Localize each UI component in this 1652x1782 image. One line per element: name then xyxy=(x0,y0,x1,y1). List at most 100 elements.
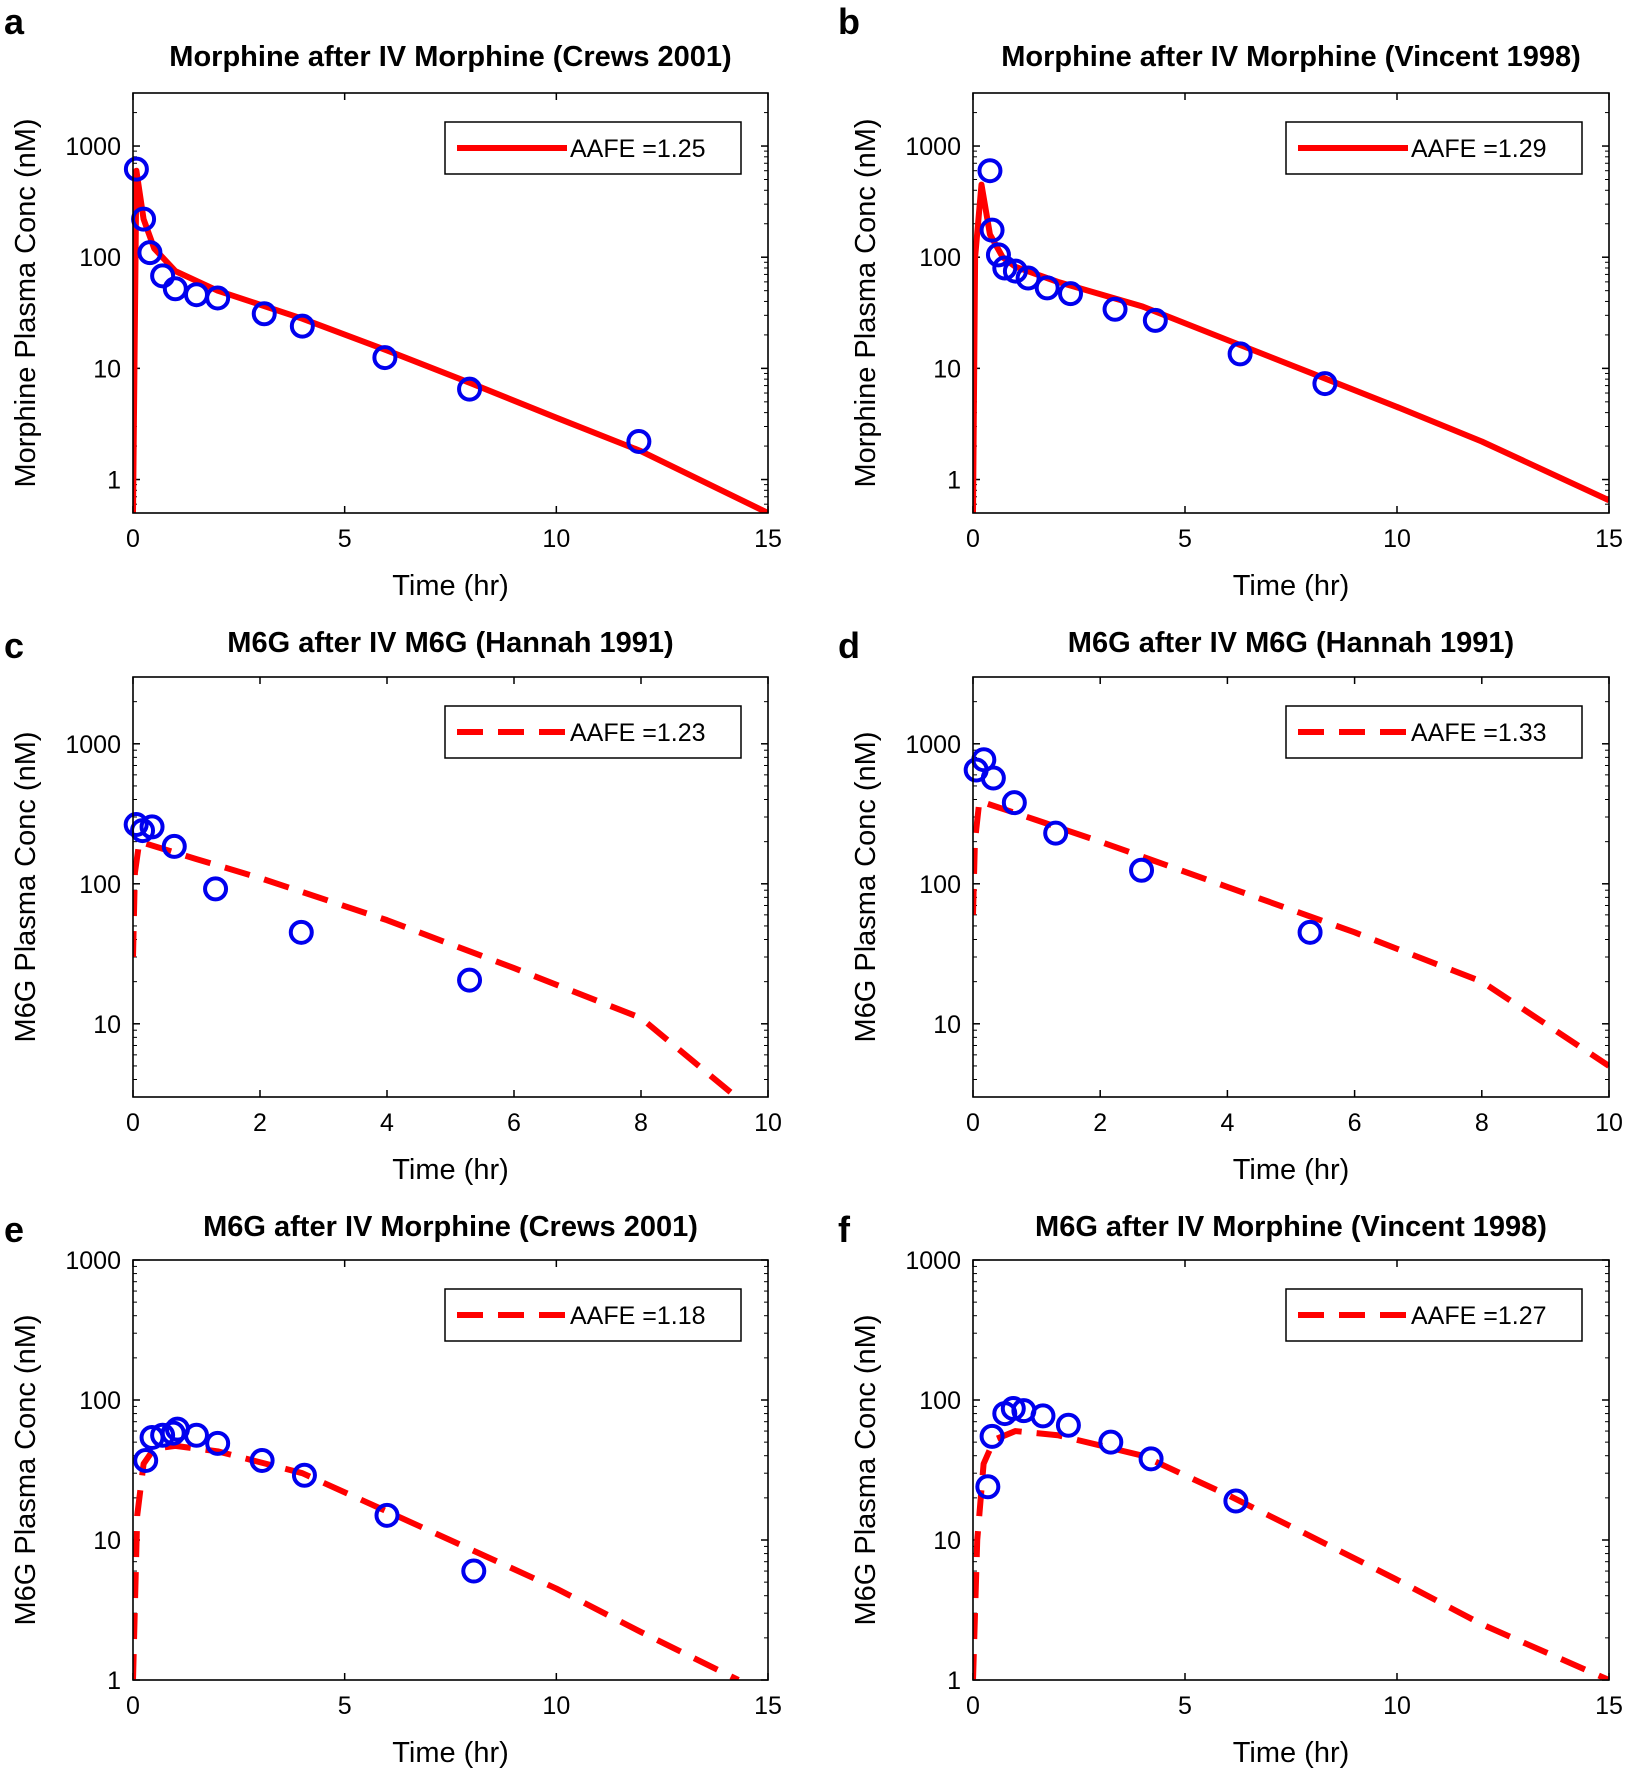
legend-label: AAFE =1.18 xyxy=(570,1302,706,1330)
chart-title: M6G after IV M6G (Hannah 1991) xyxy=(1068,627,1514,659)
observed-point xyxy=(992,255,1018,281)
x-tick-label: 10 xyxy=(1383,1692,1411,1720)
model-line xyxy=(133,838,739,1097)
plot-frame xyxy=(972,676,1610,1098)
model-line xyxy=(973,1428,1609,1680)
x-tick-label: 10 xyxy=(1595,1109,1623,1137)
observed-point xyxy=(1034,275,1060,301)
legend: AAFE =1.29 xyxy=(1285,121,1583,175)
x-tick-label: 0 xyxy=(126,525,140,553)
x-tick-label: 4 xyxy=(1220,1109,1234,1137)
y-tick-label: 1 xyxy=(107,1667,121,1695)
x-tick-label: 15 xyxy=(754,1692,782,1720)
plot-frame xyxy=(132,92,769,514)
x-tick-label: 0 xyxy=(966,525,980,553)
plot-frame xyxy=(132,676,769,1098)
observed-point xyxy=(975,1474,1001,1500)
x-tick-label: 5 xyxy=(338,1692,352,1720)
model-line xyxy=(133,167,768,513)
y-tick-label: 1 xyxy=(107,467,121,495)
y-axis-label: M6G Plasma Conc (nM) xyxy=(850,1314,882,1625)
observed-point xyxy=(150,263,176,289)
y-tick-label: 100 xyxy=(919,1387,961,1415)
observed-point xyxy=(291,1462,317,1488)
x-tick-label: 5 xyxy=(338,525,352,553)
x-axis-label: Time (hr) xyxy=(1233,1154,1350,1186)
x-tick-label: 8 xyxy=(634,1109,648,1137)
observed-point xyxy=(1000,1395,1026,1421)
x-tick-label: 6 xyxy=(1348,1109,1362,1137)
x-tick-label: 10 xyxy=(542,1692,570,1720)
x-tick-label: 6 xyxy=(507,1109,521,1137)
observed-point xyxy=(1001,790,1027,816)
x-tick-label: 2 xyxy=(1093,1109,1107,1137)
x-tick-label: 10 xyxy=(1383,525,1411,553)
x-tick-label: 15 xyxy=(1595,1692,1623,1720)
observed-point xyxy=(1058,281,1084,307)
panel-a: a Morphine after IV Morphine (Crews 2001)… xyxy=(4,1,782,602)
panel-e: e M6G after IV Morphine (Crews 2001) 0 5 10 1… xyxy=(4,1209,782,1769)
x-tick-label: 10 xyxy=(754,1109,782,1137)
chart-title: M6G after IV Morphine (Crews 2001) xyxy=(203,1211,698,1243)
legend-label: AAFE =1.27 xyxy=(1411,1302,1547,1330)
plot-frame xyxy=(132,1259,769,1681)
observed-point xyxy=(1142,307,1168,333)
observed-point xyxy=(1015,265,1041,291)
legend-box xyxy=(1285,705,1583,759)
observed-point xyxy=(626,428,652,454)
observed-point xyxy=(184,282,209,308)
panel-letter: f xyxy=(838,1209,851,1250)
observed-point xyxy=(457,376,483,402)
observed-point xyxy=(160,1420,186,1446)
observed-point xyxy=(184,1422,209,1448)
x-tick-label: 8 xyxy=(1475,1109,1489,1137)
y-tick-label: 100 xyxy=(919,871,961,899)
observed-point xyxy=(205,285,231,311)
panel-f: f M6G after IV Morphine (Vincent 1998) 0 5 1… xyxy=(838,1209,1623,1769)
x-axis-label: Time (hr) xyxy=(1233,570,1350,602)
y-tick-label: 100 xyxy=(919,244,961,272)
observed-point xyxy=(1002,258,1028,284)
legend: AAFE =1.23 xyxy=(444,705,742,759)
observed-point xyxy=(977,158,1003,184)
observed-point xyxy=(123,812,149,838)
x-tick-label: 0 xyxy=(966,1692,980,1720)
chart-title: M6G after IV M6G (Hannah 1991) xyxy=(227,627,673,659)
legend: AAFE =1.27 xyxy=(1285,1288,1583,1342)
x-tick-label: 5 xyxy=(1178,1692,1192,1720)
chart-title: Morphine after IV Morphine (Crews 2001) xyxy=(169,41,731,73)
model-line xyxy=(133,1442,740,1680)
observed-point xyxy=(374,1502,400,1528)
observed-point xyxy=(1055,1412,1081,1438)
x-tick-label: 2 xyxy=(253,1109,267,1137)
observed-point xyxy=(251,301,277,327)
panel-c: c M6G after IV M6G (Hannah 1991) 0 2 4 6 8 10 10… xyxy=(4,625,782,1186)
y-tick-label: 10 xyxy=(933,355,961,383)
x-axis-label: Time (hr) xyxy=(392,1154,509,1186)
observed-point xyxy=(133,1447,159,1473)
panel-letter: c xyxy=(4,625,24,666)
chart-title: Morphine after IV Morphine (Vincent 1998… xyxy=(1001,41,1581,73)
plot-frame xyxy=(972,92,1610,514)
observed-point xyxy=(1312,371,1338,397)
observed-point xyxy=(249,1447,275,1473)
legend: AAFE =1.25 xyxy=(444,121,742,175)
y-tick-label: 100 xyxy=(79,871,121,899)
x-tick-label: 10 xyxy=(542,525,570,553)
observed-point xyxy=(1030,1403,1056,1429)
y-tick-label: 1 xyxy=(947,1667,961,1695)
observed-point xyxy=(985,242,1011,268)
observed-point xyxy=(1223,1488,1249,1514)
observed-point xyxy=(1129,857,1155,883)
x-axis-label: Time (hr) xyxy=(392,570,509,602)
legend-box xyxy=(444,1288,742,1342)
y-tick-label: 100 xyxy=(79,1387,121,1415)
panel-letter: e xyxy=(4,1209,24,1250)
y-tick-label: 10 xyxy=(93,1011,121,1039)
y-axis-label: M6G Plasma Conc (nM) xyxy=(850,731,882,1042)
x-tick-label: 0 xyxy=(966,1109,980,1137)
y-tick-label: 10 xyxy=(933,1527,961,1555)
y-axis-label: Morphine Plasma Conc (nM) xyxy=(10,118,42,487)
observed-point xyxy=(457,967,483,993)
